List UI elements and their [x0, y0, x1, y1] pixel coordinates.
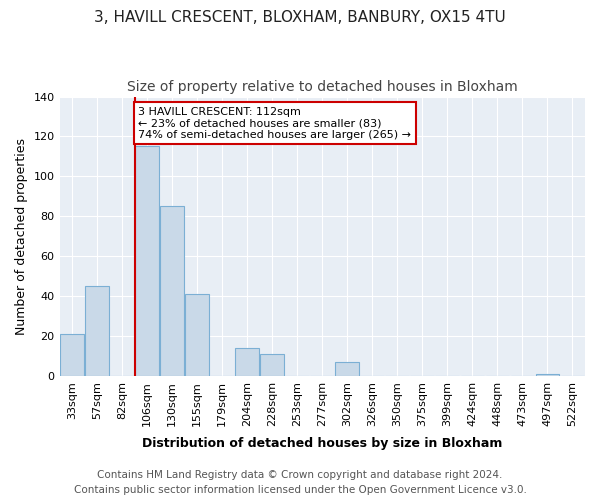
Bar [260, 354, 284, 376]
Bar [60, 334, 84, 376]
Title: Size of property relative to detached houses in Bloxham: Size of property relative to detached ho… [127, 80, 518, 94]
Bar [135, 146, 159, 376]
Bar [160, 206, 184, 376]
Bar [235, 348, 259, 376]
Bar [85, 286, 109, 376]
Text: Contains HM Land Registry data © Crown copyright and database right 2024.
Contai: Contains HM Land Registry data © Crown c… [74, 470, 526, 495]
Y-axis label: Number of detached properties: Number of detached properties [15, 138, 28, 334]
Text: 3 HAVILL CRESCENT: 112sqm
← 23% of detached houses are smaller (83)
74% of semi-: 3 HAVILL CRESCENT: 112sqm ← 23% of detac… [139, 106, 412, 140]
Bar [335, 362, 359, 376]
Text: 3, HAVILL CRESCENT, BLOXHAM, BANBURY, OX15 4TU: 3, HAVILL CRESCENT, BLOXHAM, BANBURY, OX… [94, 10, 506, 25]
X-axis label: Distribution of detached houses by size in Bloxham: Distribution of detached houses by size … [142, 437, 502, 450]
Bar [536, 374, 559, 376]
Bar [185, 294, 209, 376]
